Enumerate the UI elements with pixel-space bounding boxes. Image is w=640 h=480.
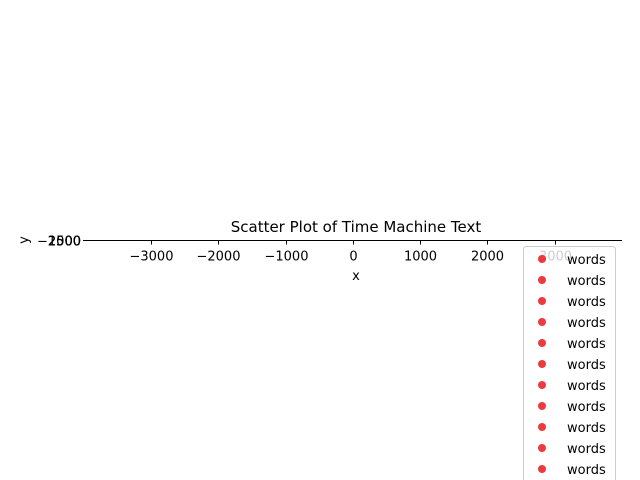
x-tick-label: 2000 [471, 250, 504, 265]
legend-marker [538, 255, 546, 263]
legend: words words words words words words words words… [523, 246, 616, 480]
y-tick-label: 2000 [48, 235, 81, 250]
y-tick-label: 1500 [48, 235, 81, 250]
legend-marker [538, 276, 546, 284]
chart-title: Scatter Plot of Time Machine Text [231, 218, 482, 236]
legend-marker [538, 318, 546, 326]
y-tick-label: −2500 [37, 235, 81, 250]
y-axis-label: y [17, 236, 32, 244]
legend-marker [538, 297, 546, 305]
legend-box [523, 246, 616, 480]
legend-marker [538, 423, 546, 431]
legend-label: words [567, 253, 606, 268]
legend-label: words [567, 316, 606, 331]
legend-label: words [567, 274, 606, 289]
legend-label: words [567, 442, 606, 457]
x-axis-label: x [352, 269, 360, 284]
x-tick-label: −1000 [265, 250, 309, 265]
y-tick-label: 2500 [48, 235, 81, 250]
x-tick-label: 0 [349, 250, 357, 265]
legend-label: words [567, 400, 606, 415]
legend-marker [538, 339, 546, 347]
x-tick-label: −2000 [197, 250, 241, 265]
legend-marker [538, 402, 546, 410]
legend-label: words [567, 295, 606, 310]
legend-marker [538, 465, 546, 473]
legend-label: words [567, 463, 606, 478]
x-tick-label: 1000 [404, 250, 437, 265]
legend-marker [538, 444, 546, 452]
legend-label: words [567, 337, 606, 352]
legend-marker [538, 381, 546, 389]
x-tick-label: −3000 [130, 250, 174, 265]
legend-label: words [567, 379, 606, 394]
legend-label: words [567, 358, 606, 373]
legend-label: words [567, 421, 606, 436]
legend-marker [538, 360, 546, 368]
